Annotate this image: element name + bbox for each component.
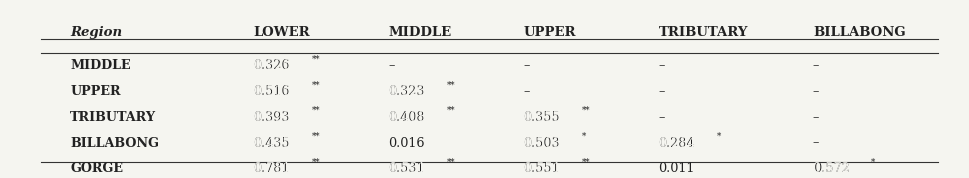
Text: 0.284: 0.284 (658, 137, 703, 150)
Text: 0.355: 0.355 (523, 111, 560, 124)
Text: –: – (389, 59, 394, 72)
Text: 0.435: 0.435 (253, 137, 290, 150)
Text: –: – (812, 85, 819, 98)
Text: BILLABONG: BILLABONG (812, 26, 905, 39)
Text: **: ** (311, 132, 320, 141)
Text: 0.393: 0.393 (253, 111, 290, 124)
Text: LOWER: LOWER (253, 26, 310, 39)
Text: –: – (658, 59, 665, 72)
Text: *: * (716, 132, 720, 141)
Text: 0.572: 0.572 (812, 162, 857, 175)
Text: 0.503: 0.503 (523, 137, 560, 150)
Text: 0.408: 0.408 (389, 111, 424, 124)
Text: MIDDLE: MIDDLE (70, 59, 131, 72)
Text: 0.572: 0.572 (812, 162, 849, 175)
Text: 0.323: 0.323 (389, 85, 424, 98)
Text: **: ** (311, 80, 320, 89)
Text: **: ** (446, 80, 454, 89)
Text: *: * (580, 132, 585, 141)
Text: 0.531: 0.531 (389, 162, 433, 175)
Text: 0.503: 0.503 (523, 137, 568, 150)
Text: –: – (658, 85, 665, 98)
Text: 0.551: 0.551 (523, 162, 560, 175)
Text: –: – (658, 111, 665, 124)
Text: TRIBUTARY: TRIBUTARY (658, 26, 747, 39)
Text: GORGE: GORGE (70, 162, 123, 175)
Text: BILLABONG: BILLABONG (70, 137, 159, 150)
Text: 0.531: 0.531 (389, 162, 424, 175)
Text: 0.516: 0.516 (253, 85, 297, 98)
Text: Region: Region (70, 26, 122, 39)
Text: **: ** (446, 106, 454, 115)
Text: **: ** (311, 55, 320, 64)
Text: **: ** (580, 106, 589, 115)
Text: *: * (870, 158, 874, 167)
Text: 0.016: 0.016 (389, 137, 424, 150)
Text: **: ** (311, 106, 320, 115)
Text: 0.393: 0.393 (253, 111, 297, 124)
Text: 0.326: 0.326 (253, 59, 290, 72)
Text: **: ** (580, 158, 589, 167)
Text: 0.435: 0.435 (253, 137, 298, 150)
Text: TRIBUTARY: TRIBUTARY (70, 111, 156, 124)
Text: **: ** (446, 158, 454, 167)
Text: UPPER: UPPER (70, 85, 121, 98)
Text: 0.781: 0.781 (253, 162, 297, 175)
Text: 0.408: 0.408 (389, 111, 433, 124)
Text: –: – (812, 111, 819, 124)
Text: UPPER: UPPER (523, 26, 576, 39)
Text: MIDDLE: MIDDLE (389, 26, 452, 39)
Text: 0.551: 0.551 (523, 162, 568, 175)
Text: **: ** (311, 158, 320, 167)
Text: 0.011: 0.011 (658, 162, 694, 175)
Text: 0.323: 0.323 (389, 85, 433, 98)
Text: –: – (523, 85, 529, 98)
Text: 0.284: 0.284 (658, 137, 695, 150)
Text: 0.326: 0.326 (253, 59, 297, 72)
Text: 0.781: 0.781 (253, 162, 290, 175)
Text: –: – (523, 59, 529, 72)
Text: –: – (812, 137, 819, 150)
Text: –: – (812, 59, 819, 72)
Text: 0.516: 0.516 (253, 85, 290, 98)
Text: 0.355: 0.355 (523, 111, 568, 124)
